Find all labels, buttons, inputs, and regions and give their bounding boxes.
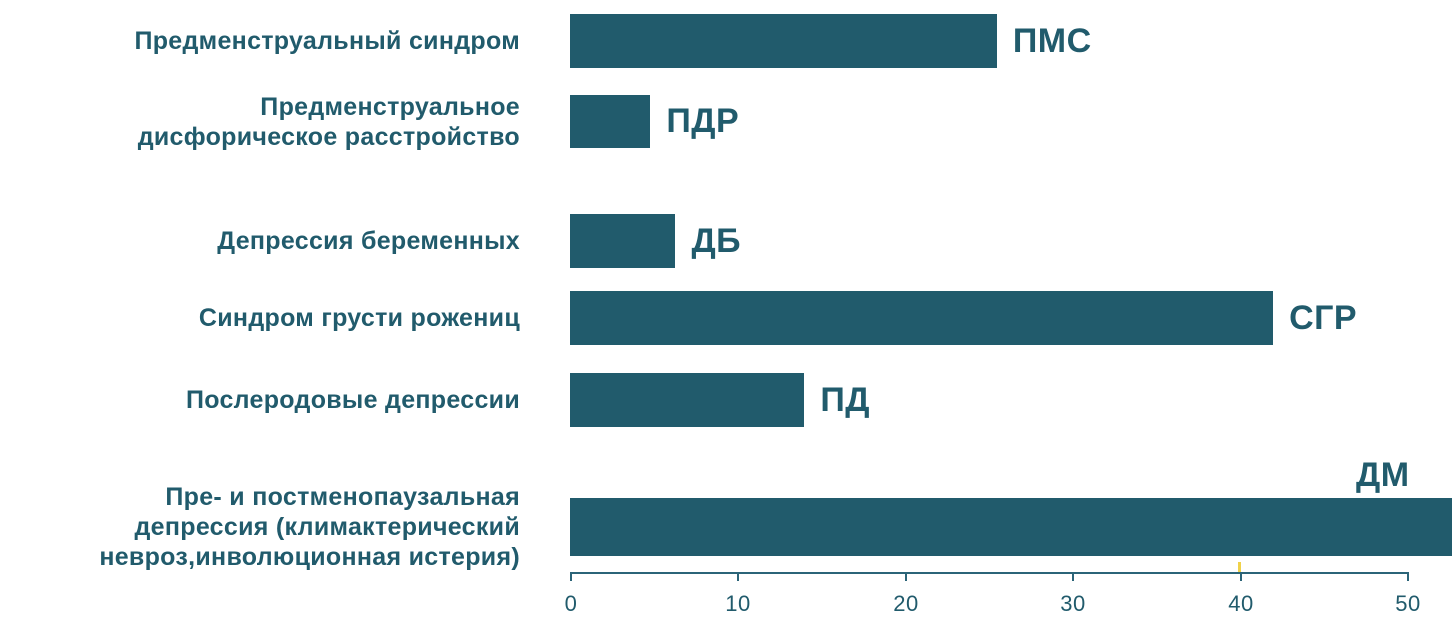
x-axis-tick-label-40: 40 <box>1228 591 1254 616</box>
code-label-pms: ПМС <box>1012 21 1092 60</box>
code-label-pd: ПД <box>820 380 871 419</box>
x-axis-tick-20 <box>905 573 907 581</box>
bar-pdr <box>570 95 651 148</box>
x-axis-tick-40 <box>1240 573 1242 581</box>
x-axis-tick-0 <box>570 573 572 581</box>
bar-row-pd: Послеродовые депрессии ПД <box>0 373 1452 427</box>
x-axis-tick-label-0: 0 <box>564 591 578 616</box>
code-label-sgr: СГР <box>1289 298 1358 337</box>
bar-pd <box>570 373 805 427</box>
category-label-dm: Пре- и постменопаузальная депрессия (кли… <box>99 483 520 571</box>
code-label-pdr: ПДР <box>666 102 740 140</box>
category-label-sgr: Синдром грусти рожениц <box>198 304 520 332</box>
category-label-db: Депрессия беременных <box>217 227 520 255</box>
bar-row-sgr: Синдром грусти рожениц СГР <box>0 291 1452 345</box>
x-axis-tick-label-30: 30 <box>1060 591 1086 616</box>
bar-db <box>570 214 676 268</box>
x-axis-tick-label-20: 20 <box>893 591 919 616</box>
bar-row-pms: Предменструальный синдром ПМС <box>0 14 1452 68</box>
bar-dm <box>570 498 1452 556</box>
bar-row-db: Депрессия беременных ДБ <box>0 214 1452 268</box>
x-axis-tick-label-10: 10 <box>725 591 751 616</box>
x-axis-tick-50 <box>1407 573 1409 581</box>
category-label-pd: Послеродовые депрессии <box>185 386 520 414</box>
code-label-dm: ДМ <box>1356 456 1410 494</box>
yellow-tick-mark <box>1238 562 1241 572</box>
category-label-pdr: Предменструальное дисфорическое расстрой… <box>137 92 520 151</box>
bar-row-dm: Пре- и постменопаузальная депрессия (кли… <box>0 456 1452 571</box>
x-axis-tick-30 <box>1072 573 1074 581</box>
x-axis-tick-label-50: 50 <box>1395 591 1421 616</box>
bar-sgr <box>570 291 1274 345</box>
x-axis-tick-10 <box>737 573 739 581</box>
code-label-db: ДБ <box>691 221 742 260</box>
x-axis-line <box>570 572 1409 574</box>
bar-pms <box>570 14 997 68</box>
category-label-pms: Предменструальный синдром <box>134 27 520 55</box>
bar-row-pdr: Предменструальное дисфорическое расстрой… <box>0 93 1452 151</box>
